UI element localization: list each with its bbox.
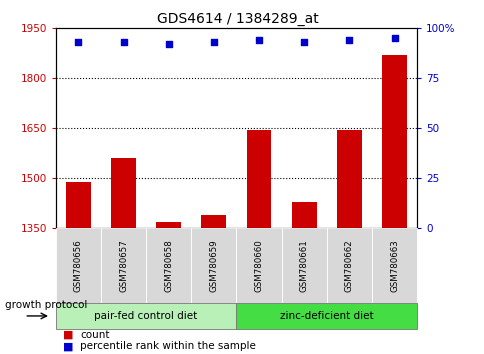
Point (255, 38, 262, 43)
Text: GSM780658: GSM780658 (164, 239, 173, 292)
Point (300, 40, 307, 45)
Point (345, 38, 352, 43)
Bar (246, 130, 271, 228)
Bar (381, 55, 406, 228)
Text: GSM780660: GSM780660 (254, 239, 263, 292)
Text: count: count (80, 330, 109, 339)
Bar (291, 202, 316, 228)
Text: GSM780656: GSM780656 (74, 239, 83, 292)
Text: GSM780659: GSM780659 (209, 239, 218, 292)
Text: growth protocol: growth protocol (5, 300, 87, 310)
Bar (111, 158, 136, 228)
Text: zinc-deficient diet: zinc-deficient diet (279, 311, 373, 321)
Text: ■: ■ (63, 341, 74, 351)
Point (75, 40, 82, 45)
Text: GSM780663: GSM780663 (389, 239, 398, 292)
Bar (156, 222, 181, 228)
Text: GSM780657: GSM780657 (119, 239, 128, 292)
Bar (66, 182, 91, 228)
Bar (336, 130, 361, 228)
Point (390, 35, 397, 41)
Point (210, 40, 217, 45)
Text: percentile rank within the sample: percentile rank within the sample (80, 341, 256, 351)
Text: GSM780661: GSM780661 (299, 239, 308, 292)
Text: GSM780662: GSM780662 (344, 239, 353, 292)
Point (120, 40, 127, 45)
Text: GDS4614 / 1384289_at: GDS4614 / 1384289_at (156, 12, 318, 27)
Text: ■: ■ (63, 330, 74, 339)
Point (165, 41, 172, 47)
Text: pair-fed control diet: pair-fed control diet (94, 311, 197, 321)
Bar (201, 215, 226, 228)
